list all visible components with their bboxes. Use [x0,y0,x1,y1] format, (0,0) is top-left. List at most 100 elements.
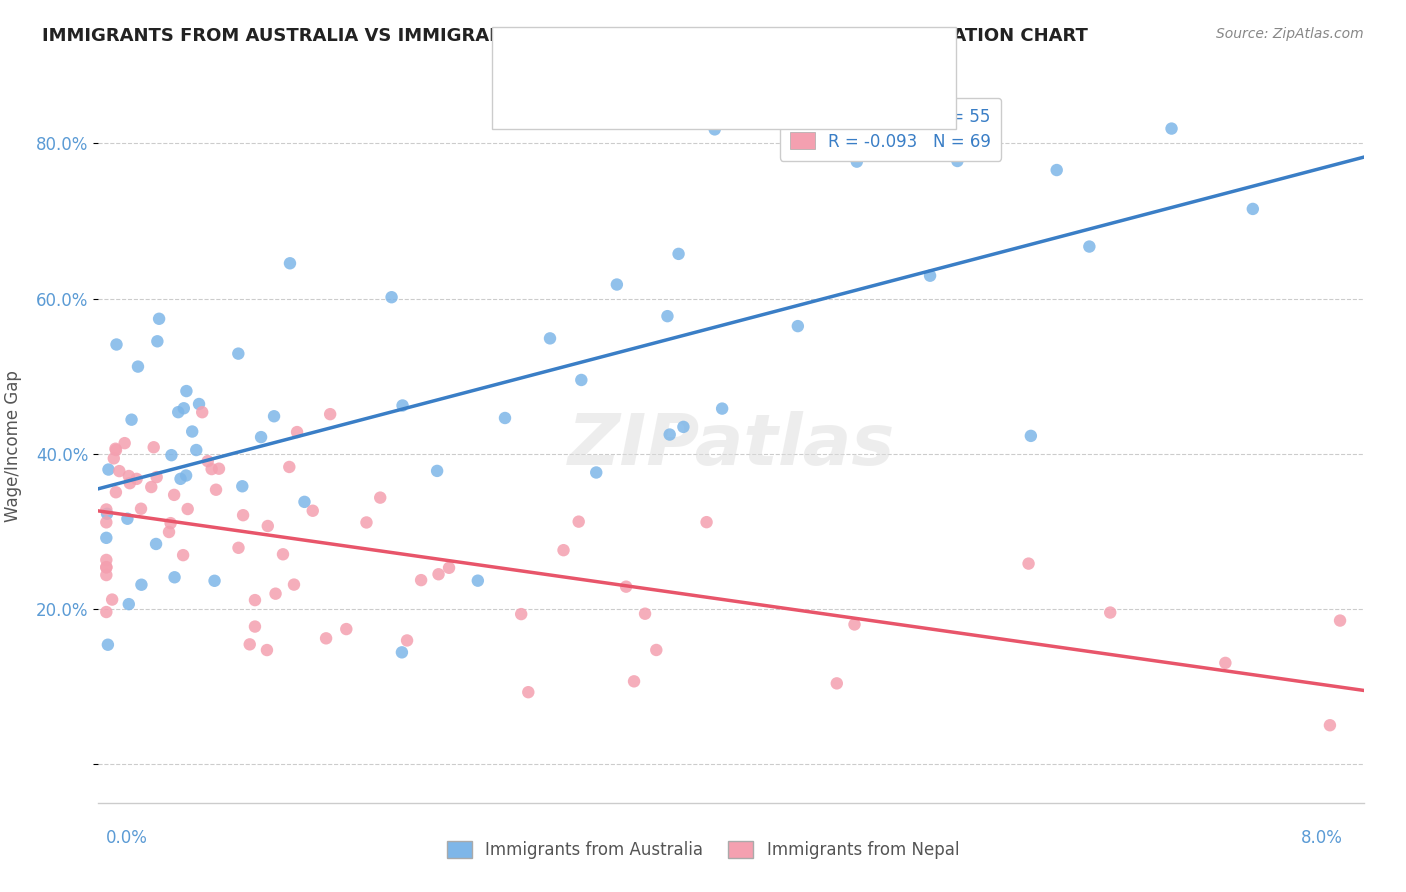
Text: IMMIGRANTS FROM AUSTRALIA VS IMMIGRANTS FROM NEPAL WAGE/INCOME GAP CORRELATION C: IMMIGRANTS FROM AUSTRALIA VS IMMIGRANTS … [42,27,1088,45]
Point [141,480,163,494]
Point [1329,614,1351,628]
Point [96,507,118,521]
Point [391,645,413,659]
Point [264,587,287,601]
Point [96,560,118,574]
Point [232,508,254,523]
Point [645,643,668,657]
Point [173,401,195,416]
Point [169,472,191,486]
Point [160,448,183,462]
Point [668,247,690,261]
Point [278,256,301,270]
Point [396,633,419,648]
Point [634,607,657,621]
Text: 8.0%: 8.0% [1301,829,1343,847]
Point [672,420,695,434]
Point [96,568,118,582]
Point [467,574,489,588]
Point [319,407,342,421]
Point [145,537,167,551]
Point [335,622,357,636]
Point [538,331,561,345]
Point [181,425,204,439]
Point [845,154,868,169]
Point [105,443,128,458]
Point [391,399,413,413]
Point [553,543,575,558]
Point [1078,239,1101,253]
Point [285,425,308,439]
Point [517,685,540,699]
Point [271,547,294,561]
Point [658,427,681,442]
Point [118,469,141,483]
Point [426,464,449,478]
Point [127,359,149,374]
Point [263,409,285,424]
Point [186,443,208,458]
Point [606,277,628,292]
Point [1046,163,1069,178]
Point [163,570,186,584]
Point [96,531,118,545]
Point [146,334,169,349]
Point [201,462,224,476]
Text: ZIPatlas: ZIPatlas [568,411,894,481]
Point [786,319,808,334]
Point [1215,656,1237,670]
Point [1019,429,1042,443]
Point [825,676,848,690]
Point [920,268,942,283]
Point [96,560,118,574]
Point [96,553,118,567]
Point [294,495,316,509]
Point [129,501,152,516]
Point [157,524,180,539]
Point [176,502,198,516]
Point [711,401,734,416]
Point [411,573,433,587]
Point [1241,202,1264,216]
Point [381,290,404,304]
Point [97,638,120,652]
Point [167,405,190,419]
Point [315,632,337,646]
Point [494,411,516,425]
Point [172,548,194,562]
Point [118,476,141,491]
Point [301,504,323,518]
Point [427,567,450,582]
Point [623,674,645,689]
Point [197,454,219,468]
Point [191,405,214,419]
Point [96,502,118,516]
Point [205,483,228,497]
Point [103,451,125,466]
Point [208,461,231,475]
Point [163,488,186,502]
Point [368,491,391,505]
Point [569,373,592,387]
Point [96,516,118,530]
Point [125,472,148,486]
Point [97,462,120,476]
Point [696,515,718,529]
Point [278,459,301,474]
Point [117,512,139,526]
Point [176,384,198,398]
Point [568,515,591,529]
Point [1319,718,1341,732]
Point [148,311,170,326]
Point [250,430,273,444]
Point [844,617,866,632]
Point [243,593,266,607]
Point [243,619,266,633]
Point [437,561,460,575]
Point [228,346,250,360]
Point [131,578,153,592]
Point [104,485,127,500]
Point [105,337,128,351]
Point [1160,121,1182,136]
Point [188,397,211,411]
